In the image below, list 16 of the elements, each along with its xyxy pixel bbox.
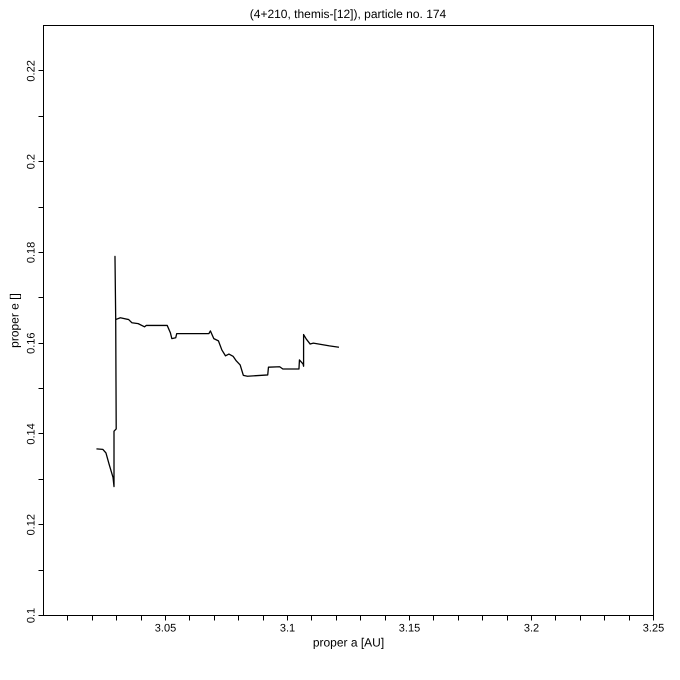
- x-tick-label: 3.15: [398, 622, 420, 634]
- y-tick-label: 0.1: [26, 608, 38, 624]
- y-axis-title: proper e []: [8, 293, 22, 348]
- chart-title: (4+210, themis-[12]), particle no. 174: [250, 7, 447, 21]
- y-tick-label: 0.2: [26, 154, 38, 170]
- y-tick-label: 0.22: [26, 60, 38, 82]
- y-tick-label: 0.12: [26, 514, 38, 536]
- x-axis-title: proper a [AU]: [312, 636, 384, 650]
- x-tick-label: 3.05: [154, 622, 176, 634]
- y-tick-label: 0.14: [26, 423, 38, 445]
- x-tick-label: 3.2: [524, 622, 540, 634]
- line-series: [96, 256, 340, 488]
- y-tick-label: 0.18: [26, 242, 38, 264]
- x-tick-label: 3.25: [642, 622, 664, 634]
- x-tick-label: 3.1: [280, 622, 296, 634]
- y-tick-label: 0.16: [26, 332, 38, 354]
